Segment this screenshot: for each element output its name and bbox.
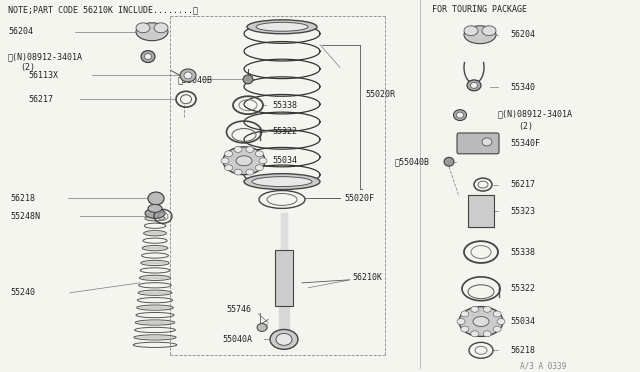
Ellipse shape [140, 291, 170, 294]
Ellipse shape [482, 26, 496, 36]
Ellipse shape [257, 324, 267, 331]
FancyBboxPatch shape [457, 133, 499, 154]
Ellipse shape [255, 165, 264, 171]
Ellipse shape [497, 318, 505, 324]
Text: (2): (2) [20, 63, 35, 72]
Text: (2): (2) [518, 122, 533, 131]
Ellipse shape [138, 306, 172, 309]
Text: 56218: 56218 [10, 194, 35, 203]
Text: 56204: 56204 [8, 27, 33, 36]
Ellipse shape [467, 80, 481, 91]
Ellipse shape [145, 208, 165, 218]
Ellipse shape [180, 69, 196, 82]
Text: 56204: 56204 [510, 30, 535, 39]
Ellipse shape [255, 151, 264, 157]
Ellipse shape [148, 205, 162, 212]
Text: 55248N: 55248N [10, 212, 40, 221]
Text: 55338: 55338 [510, 247, 535, 257]
Ellipse shape [136, 23, 150, 33]
Ellipse shape [234, 169, 242, 175]
Ellipse shape [461, 326, 469, 332]
Ellipse shape [145, 54, 152, 60]
Ellipse shape [464, 26, 496, 44]
Ellipse shape [223, 147, 265, 175]
Ellipse shape [154, 23, 168, 33]
Ellipse shape [145, 232, 165, 235]
Ellipse shape [243, 75, 253, 84]
Ellipse shape [225, 151, 232, 157]
Text: 55040A: 55040A [222, 335, 252, 344]
Text: 55240: 55240 [10, 288, 35, 297]
Ellipse shape [493, 311, 501, 317]
Ellipse shape [236, 156, 252, 166]
Polygon shape [275, 250, 293, 306]
Text: FOR TOURING PACKAGE: FOR TOURING PACKAGE [432, 5, 527, 14]
Polygon shape [468, 196, 494, 227]
Ellipse shape [142, 262, 168, 264]
Text: 56218: 56218 [510, 346, 535, 355]
Text: 55020F: 55020F [344, 194, 374, 203]
Ellipse shape [221, 158, 229, 164]
Ellipse shape [256, 22, 308, 31]
Ellipse shape [246, 169, 254, 175]
Ellipse shape [461, 311, 469, 317]
Text: NOTE;PART CODE 56210K INCLUDE........※: NOTE;PART CODE 56210K INCLUDE........※ [8, 5, 198, 14]
Text: 55020R: 55020R [365, 90, 395, 99]
Text: ※55040B: ※55040B [178, 75, 213, 84]
Ellipse shape [246, 147, 254, 153]
Ellipse shape [143, 247, 166, 250]
Text: ※55040B: ※55040B [395, 157, 430, 166]
Ellipse shape [483, 306, 491, 312]
Text: 56210K: 56210K [352, 273, 382, 282]
Ellipse shape [444, 157, 454, 166]
Ellipse shape [141, 276, 169, 279]
Ellipse shape [137, 321, 173, 324]
Ellipse shape [493, 326, 501, 332]
Text: 55034: 55034 [510, 317, 535, 326]
Text: 55338: 55338 [272, 101, 297, 110]
Ellipse shape [456, 112, 463, 118]
Ellipse shape [136, 23, 168, 41]
Ellipse shape [473, 317, 489, 327]
Ellipse shape [483, 331, 491, 337]
Ellipse shape [457, 318, 465, 324]
Text: 55340: 55340 [510, 83, 535, 92]
Ellipse shape [470, 82, 477, 88]
Ellipse shape [244, 174, 320, 190]
Text: 55340F: 55340F [510, 140, 540, 148]
Text: 56113X: 56113X [28, 71, 58, 80]
Ellipse shape [259, 158, 267, 164]
Ellipse shape [471, 331, 479, 337]
Ellipse shape [141, 51, 155, 62]
Text: 55323: 55323 [510, 207, 535, 216]
Ellipse shape [482, 138, 492, 146]
Ellipse shape [148, 192, 164, 205]
Text: 55034: 55034 [272, 156, 297, 165]
Text: A/3 A 0339: A/3 A 0339 [520, 361, 566, 370]
Ellipse shape [464, 26, 478, 36]
Ellipse shape [270, 330, 298, 349]
Ellipse shape [252, 177, 312, 187]
Ellipse shape [184, 72, 192, 79]
Text: 55322: 55322 [272, 128, 297, 137]
Text: 56217: 56217 [28, 95, 53, 104]
Ellipse shape [454, 110, 467, 121]
Text: 56217: 56217 [510, 180, 535, 189]
Ellipse shape [146, 217, 164, 220]
Ellipse shape [234, 147, 242, 153]
Text: 55746: 55746 [226, 305, 251, 314]
Text: ※(N)08912-3401A: ※(N)08912-3401A [8, 52, 83, 61]
Ellipse shape [471, 306, 479, 312]
Ellipse shape [247, 20, 317, 34]
Text: 55322: 55322 [510, 284, 535, 293]
Ellipse shape [225, 165, 232, 171]
Ellipse shape [459, 307, 503, 336]
Ellipse shape [136, 336, 174, 339]
Text: ※(N)08912-3401A: ※(N)08912-3401A [498, 110, 573, 119]
Ellipse shape [276, 333, 292, 345]
